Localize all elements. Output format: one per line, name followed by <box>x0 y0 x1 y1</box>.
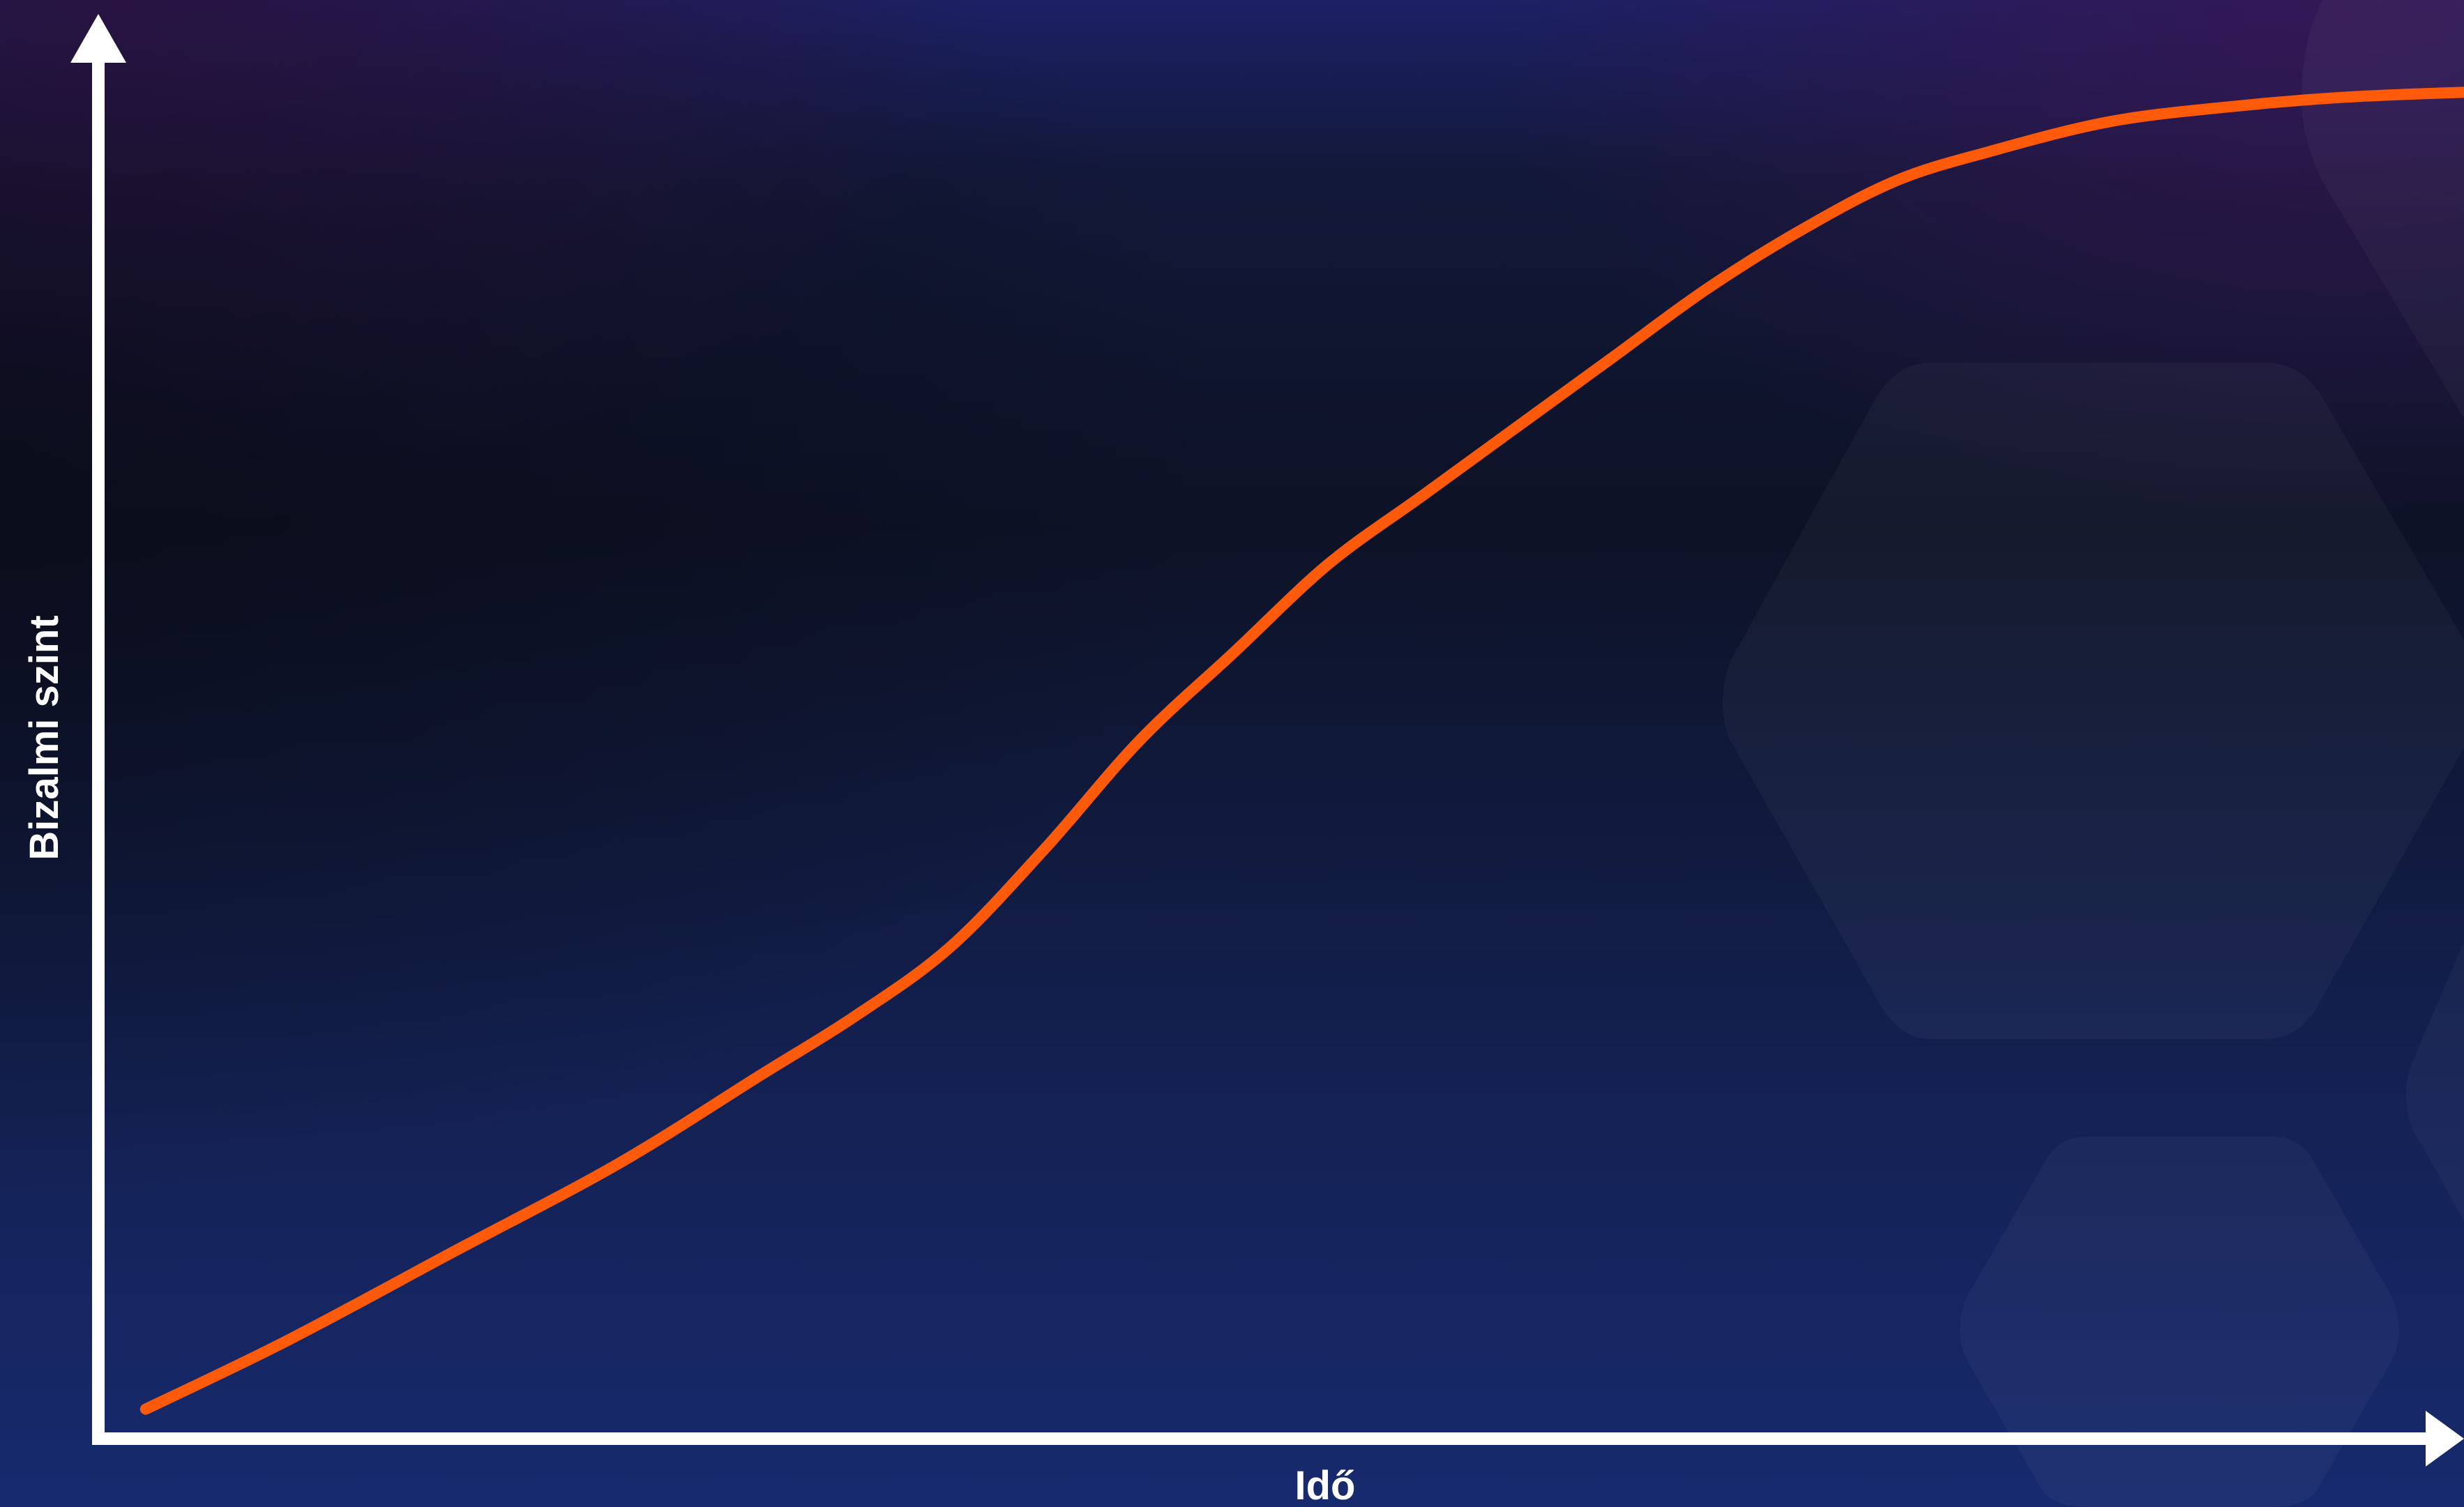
x-axis-arrowhead <box>2426 1411 2464 1467</box>
y-axis-label: Bizalmi szint <box>22 615 67 860</box>
axes <box>70 14 2464 1467</box>
series-line-0 <box>139 86 2464 1415</box>
x-axis-label: Idő <box>1295 1463 1356 1507</box>
series-layer <box>139 86 2464 1415</box>
y-axis-arrowhead <box>70 14 126 63</box>
